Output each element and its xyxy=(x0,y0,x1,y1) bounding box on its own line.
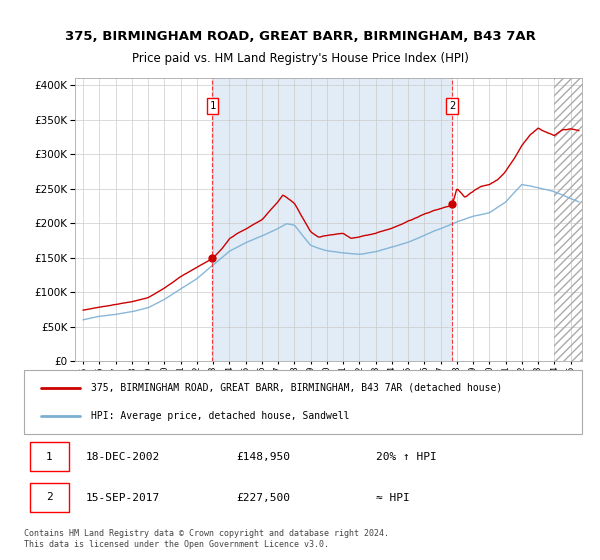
Text: 375, BIRMINGHAM ROAD, GREAT BARR, BIRMINGHAM, B43 7AR (detached house): 375, BIRMINGHAM ROAD, GREAT BARR, BIRMIN… xyxy=(91,382,502,393)
Text: 1: 1 xyxy=(46,452,52,461)
FancyBboxPatch shape xyxy=(24,370,582,434)
Text: 15-SEP-2017: 15-SEP-2017 xyxy=(85,493,160,503)
Text: HPI: Average price, detached house, Sandwell: HPI: Average price, detached house, Sand… xyxy=(91,411,349,421)
Text: 2: 2 xyxy=(46,492,52,502)
Text: 375, BIRMINGHAM ROAD, GREAT BARR, BIRMINGHAM, B43 7AR: 375, BIRMINGHAM ROAD, GREAT BARR, BIRMIN… xyxy=(65,30,535,43)
Text: 18-DEC-2002: 18-DEC-2002 xyxy=(85,452,160,462)
Text: 20% ↑ HPI: 20% ↑ HPI xyxy=(376,452,436,462)
Bar xyxy=(554,78,582,361)
Text: 1: 1 xyxy=(209,101,215,111)
Text: ≈ HPI: ≈ HPI xyxy=(376,493,409,503)
FancyBboxPatch shape xyxy=(29,483,68,511)
Text: Contains HM Land Registry data © Crown copyright and database right 2024.
This d: Contains HM Land Registry data © Crown c… xyxy=(24,529,389,549)
FancyBboxPatch shape xyxy=(29,442,68,471)
Text: Price paid vs. HM Land Registry's House Price Index (HPI): Price paid vs. HM Land Registry's House … xyxy=(131,52,469,66)
Bar xyxy=(212,78,452,361)
Text: 2: 2 xyxy=(449,101,455,111)
Text: £148,950: £148,950 xyxy=(236,452,290,462)
Text: £227,500: £227,500 xyxy=(236,493,290,503)
